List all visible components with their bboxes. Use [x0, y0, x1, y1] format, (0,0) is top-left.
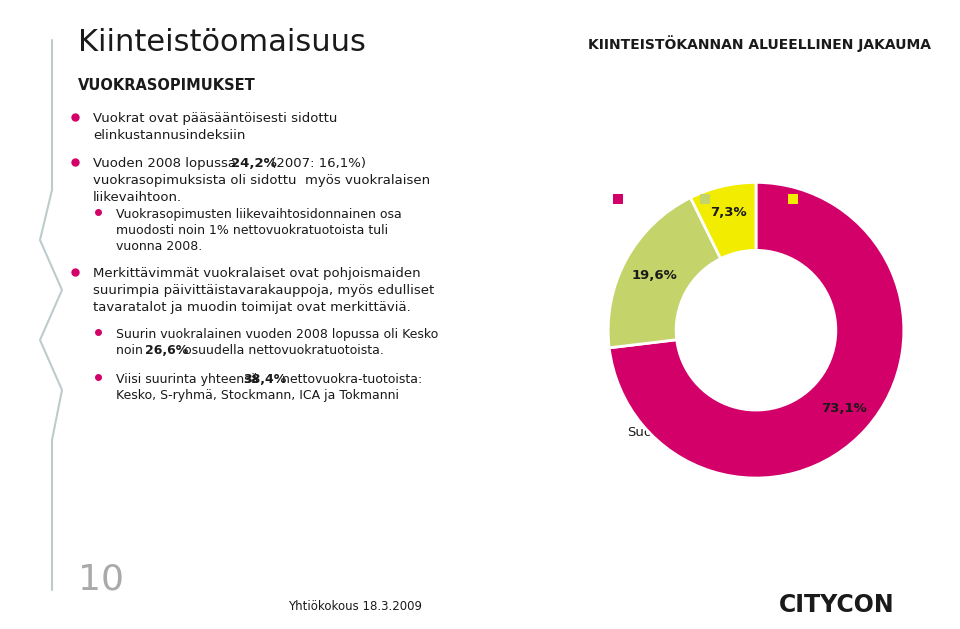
Text: Viisi suurinta yhteensä: Viisi suurinta yhteensä — [116, 373, 262, 386]
Text: vuokrasopimuksista oli sidottu  myös vuokralaisen: vuokrasopimuksista oli sidottu myös vuok… — [93, 174, 430, 187]
Text: Kesko, S-ryhmä, Stockmann, ICA ja Tokmanni: Kesko, S-ryhmä, Stockmann, ICA ja Tokman… — [116, 389, 399, 402]
Text: Yhtiökokous 18.3.2009: Yhtiökokous 18.3.2009 — [288, 600, 422, 613]
Text: Baltia: Baltia — [802, 426, 840, 439]
Text: Suurin vuokralainen vuoden 2008 lopussa oli Kesko: Suurin vuokralainen vuoden 2008 lopussa … — [116, 328, 439, 341]
Text: vuonna 2008.: vuonna 2008. — [116, 240, 203, 253]
Text: CITYCON: CITYCON — [780, 593, 895, 617]
Text: Vuokrat ovat pääsääntöisesti sidottu: Vuokrat ovat pääsääntöisesti sidottu — [93, 112, 337, 125]
Text: KIINTEISTÖKANNAN ALUEELLINEN JAKAUMA: KIINTEISTÖKANNAN ALUEELLINEN JAKAUMA — [588, 35, 931, 52]
Text: Merkittävimmät vuokralaiset ovat pohjoismaiden: Merkittävimmät vuokralaiset ovat pohjois… — [93, 267, 420, 280]
Text: 7,3%: 7,3% — [710, 206, 747, 219]
Text: suurimpia päivittäistavarakauppoja, myös edulliset: suurimpia päivittäistavarakauppoja, myös… — [93, 284, 434, 297]
Text: VUOKRASOPIMUKSET: VUOKRASOPIMUKSET — [78, 78, 255, 93]
Text: elinkustannusindeksiin: elinkustannusindeksiin — [93, 129, 246, 142]
Text: (2007: 16,1%): (2007: 16,1%) — [267, 157, 366, 170]
Text: 26,6%: 26,6% — [145, 344, 188, 357]
Text: tavaratalot ja muodin toimijat ovat merkittäviä.: tavaratalot ja muodin toimijat ovat merk… — [93, 301, 411, 314]
Text: 10: 10 — [78, 562, 124, 596]
Text: liikevaihtoon.: liikevaihtoon. — [93, 191, 182, 204]
Wedge shape — [609, 198, 721, 348]
Text: 73,1%: 73,1% — [822, 402, 867, 415]
Text: Ruotsi: Ruotsi — [714, 426, 755, 439]
Text: muodosti noin 1% nettovuokratuotoista tuli: muodosti noin 1% nettovuokratuotoista tu… — [116, 224, 388, 237]
Text: noin: noin — [116, 344, 147, 357]
Text: 24,2%: 24,2% — [231, 157, 276, 170]
Text: 19,6%: 19,6% — [632, 269, 678, 282]
Text: nettovuokra-tuotoista:: nettovuokra-tuotoista: — [278, 373, 422, 386]
Text: Vuoden 2008 lopussa: Vuoden 2008 lopussa — [93, 157, 240, 170]
Text: 38,4%: 38,4% — [243, 373, 286, 386]
Wedge shape — [690, 182, 756, 259]
Text: osuudella nettovuokratuotoista.: osuudella nettovuokratuotoista. — [180, 344, 384, 357]
Wedge shape — [610, 182, 903, 478]
Text: Suomi: Suomi — [627, 426, 668, 439]
Text: Kiinteistöomaisuus: Kiinteistöomaisuus — [78, 28, 366, 57]
Text: Vuokrasopimusten liikevaihtosidonnainen osa: Vuokrasopimusten liikevaihtosidonnainen … — [116, 208, 401, 221]
